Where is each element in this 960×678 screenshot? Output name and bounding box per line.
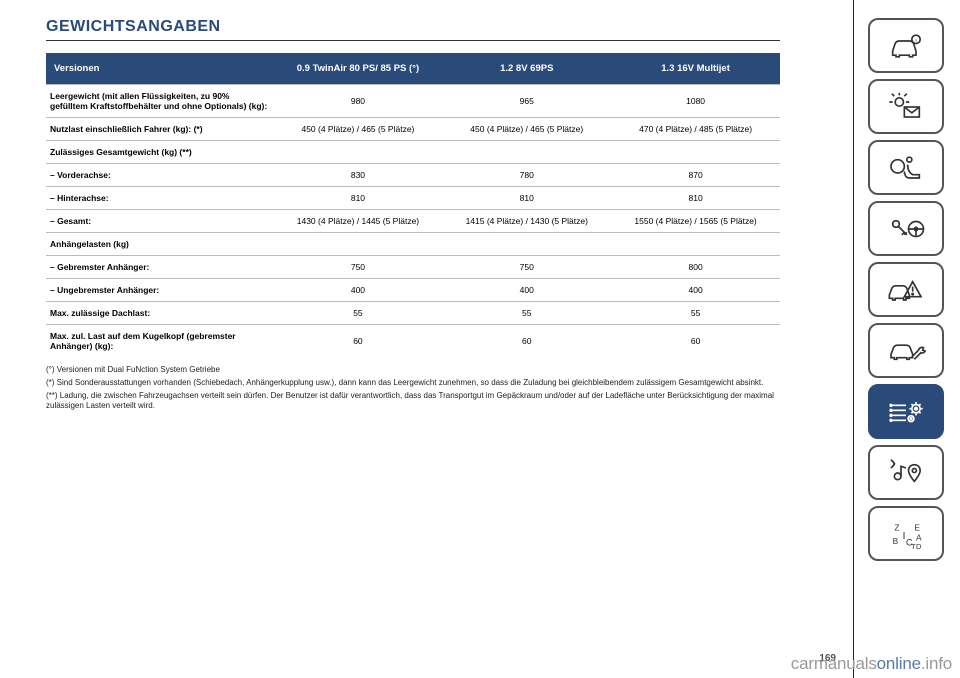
svg-text:D: D [916,542,922,551]
title-underline [46,40,780,41]
sidebar: i [868,18,944,561]
row-cell: 750 [274,256,443,279]
row-cell: 400 [442,279,611,302]
row-cell: 1430 (4 Plätze) / 1445 (5 Plätze) [274,210,443,233]
row-cell: 1415 (4 Plätze) / 1430 (5 Plätze) [442,210,611,233]
note-2: (**) Ladung, die zwischen Fahrzeugachsen… [46,391,780,413]
row-cell: 60 [274,325,443,358]
svg-text:Z: Z [894,522,899,532]
svg-text:A: A [916,532,922,542]
row-cell: 830 [274,164,443,187]
row-cell [611,233,780,256]
wm-a: carmanuals [791,654,877,673]
note-0: (°) Versionen mit Dual FuNction System G… [46,365,780,376]
row-cell: 55 [442,302,611,325]
row-cell: 60 [442,325,611,358]
th-col1: 0.9 TwinAir 80 PS/ 85 PS (°) [274,53,443,85]
row-cell [274,141,443,164]
row-cell: 1550 (4 Plätze) / 1565 (5 Plätze) [611,210,780,233]
wm-b: online [877,654,921,673]
svg-text:i: i [915,37,916,43]
page-title: GEWICHTSANGABEN [46,18,780,36]
row-cell: 780 [442,164,611,187]
th-col3: 1.3 16V Multijet [611,53,780,85]
wm-c: .info [921,654,952,673]
row-label: Anhängelasten (kg) [46,233,274,256]
row-cell: 400 [274,279,443,302]
weights-table: Versionen 0.9 TwinAir 80 PS/ 85 PS (°) 1… [46,53,780,357]
row-label: Nutzlast einschließlich Fahrer (kg): (*) [46,118,274,141]
row-cell: 60 [611,325,780,358]
row-cell: 810 [274,187,443,210]
table-row: – Vorderachse:830780870 [46,164,780,187]
table-row: Max. zul. Last auf dem Kugelkopf (gebrem… [46,325,780,358]
row-cell: 965 [442,85,611,118]
airbag-seat-icon[interactable] [868,140,944,195]
row-cell [611,141,780,164]
row-cell [442,141,611,164]
list-gear-icon[interactable] [868,384,944,439]
row-cell: 810 [611,187,780,210]
key-steering-icon[interactable] [868,201,944,256]
table-row: – Gesamt:1430 (4 Plätze) / 1445 (5 Plätz… [46,210,780,233]
table-row: – Ungebremster Anhänger:400400400 [46,279,780,302]
row-label: Zulässiges Gesamtgewicht (kg) (**) [46,141,274,164]
row-label: Max. zul. Last auf dem Kugelkopf (gebrem… [46,325,274,358]
note-1: (*) Sind Sonderausstattungen vorhanden (… [46,378,780,389]
index-icon[interactable]: Z E B A D I C T [868,506,944,561]
row-cell: 810 [442,187,611,210]
table-row: Anhängelasten (kg) [46,233,780,256]
table-row: Nutzlast einschließlich Fahrer (kg): (*)… [46,118,780,141]
table-row: Zulässiges Gesamtgewicht (kg) (**) [46,141,780,164]
row-cell: 1080 [611,85,780,118]
row-label: – Ungebremster Anhänger: [46,279,274,302]
row-label: Leergewicht (mit allen Flüssigkeiten, zu… [46,85,274,118]
table-row: Leergewicht (mit allen Flüssigkeiten, zu… [46,85,780,118]
row-cell [274,233,443,256]
row-cell: 450 (4 Plätze) / 465 (5 Plätze) [274,118,443,141]
row-cell: 55 [611,302,780,325]
row-cell: 870 [611,164,780,187]
row-cell: 55 [274,302,443,325]
row-cell: 980 [274,85,443,118]
row-label: – Gesamt: [46,210,274,233]
row-label: – Gebremster Anhänger: [46,256,274,279]
row-label: – Vorderachse: [46,164,274,187]
row-label: – Hinterachse: [46,187,274,210]
row-cell [442,233,611,256]
car-wrench-icon[interactable] [868,323,944,378]
table-row: Max. zulässige Dachlast:555555 [46,302,780,325]
svg-text:T: T [911,542,916,551]
row-cell: 470 (4 Plätze) / 485 (5 Plätze) [611,118,780,141]
page-edge-line [853,0,854,678]
svg-text:I: I [903,531,906,542]
footnotes: (°) Versionen mit Dual FuNction System G… [46,365,780,412]
car-info-icon[interactable]: i [868,18,944,73]
row-cell: 450 (4 Plätze) / 465 (5 Plätze) [442,118,611,141]
svg-text:B: B [893,536,899,546]
table-row: – Hinterachse:810810810 [46,187,780,210]
watermark: carmanualsonline.info [791,654,952,674]
svg-text:E: E [914,522,920,532]
th-col2: 1.2 8V 69PS [442,53,611,85]
th-versions: Versionen [46,53,274,85]
row-cell: 400 [611,279,780,302]
page-content: GEWICHTSANGABEN Versionen 0.9 TwinAir 80… [0,0,780,412]
car-warning-icon[interactable] [868,262,944,317]
row-cell: 800 [611,256,780,279]
lights-message-icon[interactable] [868,79,944,134]
media-nav-icon[interactable] [868,445,944,500]
row-cell: 750 [442,256,611,279]
table-row: – Gebremster Anhänger:750750800 [46,256,780,279]
row-label: Max. zulässige Dachlast: [46,302,274,325]
